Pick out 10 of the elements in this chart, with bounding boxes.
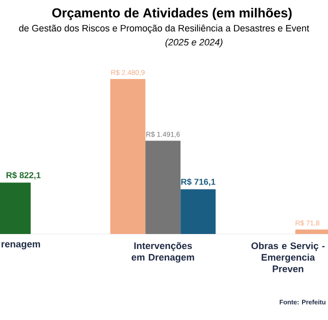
chart-title: Orçamento de Atividades (em milhões) (52, 8, 292, 20)
x-tick-label: Intervenções em Drenagem (132, 242, 194, 263)
x-tick-label: renagem (2, 242, 40, 250)
chart-subtitle: de Gestão dos Riscos e Promoção da Resiliência a Desastres e Event (19, 24, 310, 34)
text: (2025 e 2024) (165, 38, 222, 48)
data-label: R$ 716,1 (181, 178, 216, 186)
x-tick-label: Obras e Serviç - Emergencia Preven (251, 242, 325, 272)
bar (145, 140, 181, 234)
data-label: R$ 822,1 (6, 172, 41, 180)
bar (110, 78, 146, 234)
